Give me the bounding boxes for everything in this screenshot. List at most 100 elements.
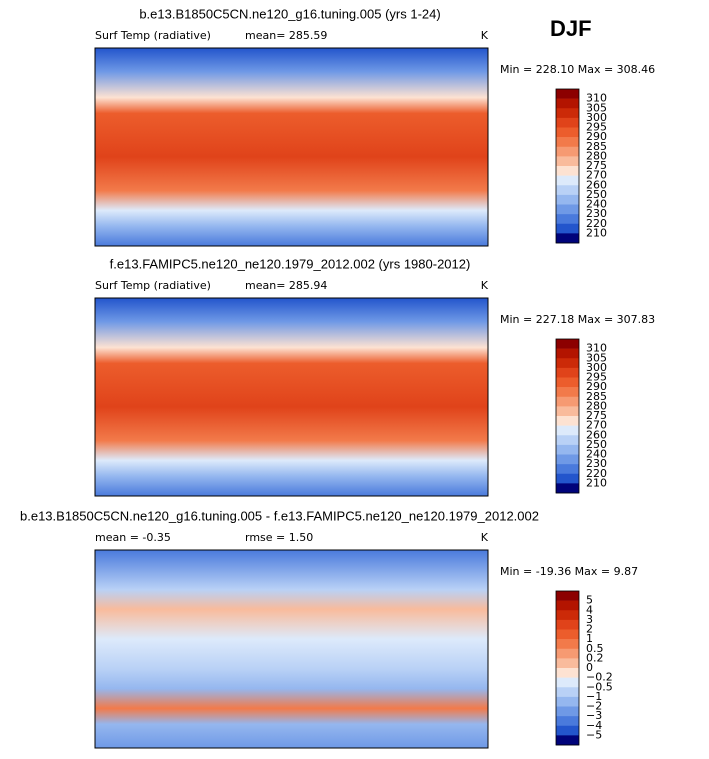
colorbar-swatch — [556, 117, 579, 128]
colorbar-swatch — [556, 175, 579, 186]
colorbar-label: 310 — [586, 92, 607, 105]
colorbar-label: 300 — [586, 361, 607, 374]
map — [94, 549, 489, 749]
colorbar-swatch — [556, 735, 579, 746]
unit-label: K — [481, 531, 489, 544]
colorbar-swatch — [556, 687, 579, 698]
colorbar-swatch — [556, 600, 579, 611]
unit-label: K — [481, 279, 489, 292]
colorbar-label: 220 — [586, 467, 607, 480]
colorbar-swatch — [556, 223, 579, 234]
colorbar-swatch — [556, 98, 579, 109]
colorbar-swatch — [556, 166, 579, 176]
colorbar-swatch — [556, 658, 579, 669]
colorbar-label: 275 — [586, 159, 607, 172]
colorbar-swatch — [556, 214, 579, 225]
season-label: DJF — [550, 16, 592, 41]
colorbar-swatch — [556, 204, 579, 215]
colorbar-swatch — [556, 668, 579, 678]
colorbar-label: 0.5 — [586, 642, 604, 655]
colorbar-label: 290 — [586, 130, 607, 143]
colorbar-label: 250 — [586, 188, 607, 201]
colorbar-label: 270 — [586, 169, 607, 182]
colorbar-label: 280 — [586, 399, 607, 412]
colorbar-label: 270 — [586, 419, 607, 432]
colorbar-label: 0.2 — [586, 651, 604, 664]
left-label: Surf Temp (radiative) — [95, 279, 211, 292]
colorbar-swatch — [556, 156, 579, 167]
colorbar-label: 240 — [586, 448, 607, 461]
panel: b.e13.B1850C5CN.ne120_g16.tuning.005 - f… — [20, 508, 638, 749]
colorbar-swatch — [556, 396, 579, 407]
colorbar-swatch — [556, 648, 579, 659]
panel-title: b.e13.B1850C5CN.ne120_g16.tuning.005 (yr… — [139, 6, 440, 21]
colorbar-swatch — [556, 444, 579, 455]
stat-label: mean= 285.94 — [245, 279, 327, 292]
colorbar-swatch — [556, 725, 579, 736]
colorbar-label: 230 — [586, 207, 607, 220]
colorbar-label: 240 — [586, 198, 607, 211]
colorbar-label: 305 — [586, 101, 607, 114]
colorbar-swatch — [556, 425, 579, 436]
colorbar-label: 295 — [586, 371, 607, 384]
colorbar-label: 260 — [586, 428, 607, 441]
colorbar-label: 260 — [586, 178, 607, 191]
colorbar-swatch — [556, 610, 579, 621]
colorbar-label: −0.2 — [586, 671, 613, 684]
colorbar-swatch — [556, 406, 579, 417]
colorbar-swatch — [556, 483, 579, 494]
min-max: Min = 227.18 Max = 307.83 — [500, 313, 655, 326]
colorbar-label: −1 — [586, 690, 602, 703]
colorbar-frame — [555, 88, 580, 244]
colorbar-swatch — [556, 367, 579, 378]
colorbar-swatch — [556, 629, 579, 640]
left-label: mean = -0.35 — [95, 531, 171, 544]
colorbar-label: 210 — [586, 476, 607, 489]
colorbar-swatch — [556, 416, 579, 426]
colorbar-label: 2 — [586, 623, 593, 636]
colorbar-label: 275 — [586, 409, 607, 422]
colorbar-swatch — [556, 696, 579, 707]
colorbar-label: 295 — [586, 121, 607, 134]
colorbar-swatch — [556, 387, 579, 398]
colorbar-swatch — [556, 435, 579, 446]
map — [94, 297, 489, 497]
unit-label: K — [481, 29, 489, 42]
colorbar-swatch — [556, 108, 579, 119]
colorbar-swatch — [556, 137, 579, 148]
colorbar-label: 250 — [586, 438, 607, 451]
colorbar-swatch — [556, 473, 579, 484]
panel: b.e13.B1850C5CN.ne120_g16.tuning.005 (yr… — [94, 6, 655, 247]
colorbar-label: 280 — [586, 149, 607, 162]
colorbar-swatch — [556, 619, 579, 630]
colorbar-swatch — [556, 185, 579, 196]
stat-label: mean= 285.59 — [245, 29, 327, 42]
colorbar-label: 290 — [586, 380, 607, 393]
colorbar-swatch — [556, 377, 579, 388]
colorbar-label: −3 — [586, 709, 602, 722]
left-label: Surf Temp (radiative) — [95, 29, 211, 42]
colorbar-label: 310 — [586, 342, 607, 355]
panels: b.e13.B1850C5CN.ne120_g16.tuning.005 (yr… — [20, 6, 655, 749]
colorbar-swatch — [556, 146, 579, 157]
colorbar-swatch — [556, 454, 579, 465]
colorbar-label: 230 — [586, 457, 607, 470]
colorbar-swatch — [556, 339, 579, 349]
colorbar-swatch — [556, 89, 579, 99]
colorbar-label: −0.5 — [586, 680, 613, 693]
colorbar-label: −5 — [586, 728, 602, 741]
colorbar-swatch — [556, 639, 579, 650]
colorbar-swatch — [556, 706, 579, 717]
colorbar-label: 3 — [586, 613, 593, 626]
colorbar-swatch — [556, 358, 579, 369]
colorbar-swatch — [556, 127, 579, 138]
panel-title: b.e13.B1850C5CN.ne120_g16.tuning.005 - f… — [20, 508, 539, 523]
colorbar-label: 0 — [586, 661, 593, 674]
colorbar-swatch — [556, 716, 579, 727]
colorbar-swatch — [556, 233, 579, 244]
colorbar-label: −4 — [586, 719, 602, 732]
colorbar-label: 1 — [586, 632, 593, 645]
colorbar-label: 300 — [586, 111, 607, 124]
colorbar-label: 285 — [586, 390, 607, 403]
panel-title: f.e13.FAMIPC5.ne120_ne120.1979_2012.002 … — [110, 256, 471, 271]
